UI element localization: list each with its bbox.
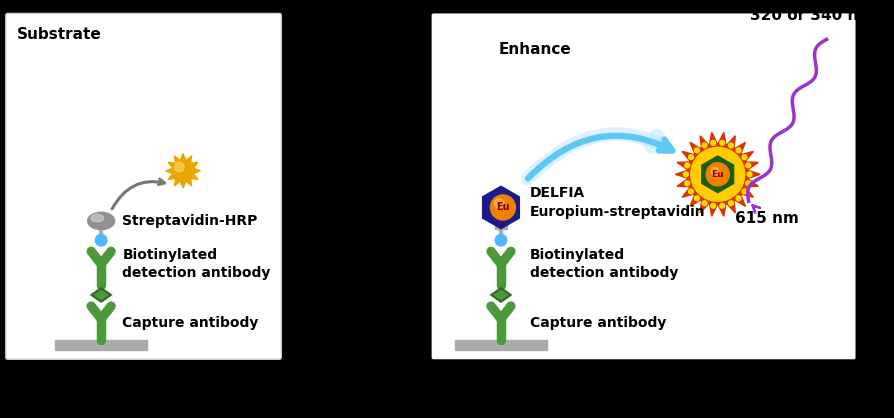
Circle shape <box>684 172 688 177</box>
Ellipse shape <box>88 212 114 229</box>
Text: 320 or 340 nm: 320 or 340 nm <box>749 8 873 23</box>
Circle shape <box>491 195 516 220</box>
Polygon shape <box>91 288 111 302</box>
FancyBboxPatch shape <box>5 13 282 359</box>
Circle shape <box>695 196 699 201</box>
Polygon shape <box>492 288 510 302</box>
Circle shape <box>742 189 746 194</box>
Text: DELFIA
Europium-streptavidin: DELFIA Europium-streptavidin <box>530 186 705 219</box>
Text: Eu: Eu <box>496 202 510 212</box>
Circle shape <box>711 168 719 175</box>
Circle shape <box>494 199 504 209</box>
Circle shape <box>691 147 745 201</box>
Circle shape <box>746 163 751 168</box>
Circle shape <box>702 201 707 206</box>
Bar <box>55 340 148 350</box>
Circle shape <box>685 163 689 168</box>
Text: Capture antibody: Capture antibody <box>122 316 258 330</box>
Circle shape <box>695 148 699 153</box>
Circle shape <box>742 155 746 160</box>
Bar <box>495 221 507 229</box>
Text: Streptavidin-HRP: Streptavidin-HRP <box>122 214 257 228</box>
Text: Substrate: Substrate <box>17 27 102 42</box>
Text: Capture antibody: Capture antibody <box>530 316 666 330</box>
Circle shape <box>736 148 741 153</box>
Text: Enhance: Enhance <box>499 42 572 57</box>
Circle shape <box>706 163 730 186</box>
Text: 615 nm: 615 nm <box>735 211 799 226</box>
Ellipse shape <box>91 214 104 222</box>
Circle shape <box>711 140 715 145</box>
Circle shape <box>685 181 689 186</box>
Circle shape <box>729 143 733 148</box>
Circle shape <box>736 196 741 201</box>
Circle shape <box>729 201 733 206</box>
Text: Eu: Eu <box>712 170 724 179</box>
Circle shape <box>688 189 694 194</box>
Polygon shape <box>483 186 519 229</box>
Polygon shape <box>675 133 760 216</box>
Text: Biotinylated
detection antibody: Biotinylated detection antibody <box>122 248 271 280</box>
Polygon shape <box>702 156 734 193</box>
FancyBboxPatch shape <box>432 13 856 359</box>
Circle shape <box>702 143 707 148</box>
Circle shape <box>688 155 694 160</box>
Circle shape <box>720 140 725 145</box>
Circle shape <box>96 234 107 246</box>
Circle shape <box>174 162 184 172</box>
Polygon shape <box>165 153 200 188</box>
Text: Biotinylated
detection antibody: Biotinylated detection antibody <box>530 248 679 280</box>
Circle shape <box>747 172 752 177</box>
Circle shape <box>711 204 715 208</box>
Bar <box>455 340 547 350</box>
Circle shape <box>746 181 751 186</box>
Circle shape <box>495 234 507 246</box>
Circle shape <box>720 204 725 208</box>
